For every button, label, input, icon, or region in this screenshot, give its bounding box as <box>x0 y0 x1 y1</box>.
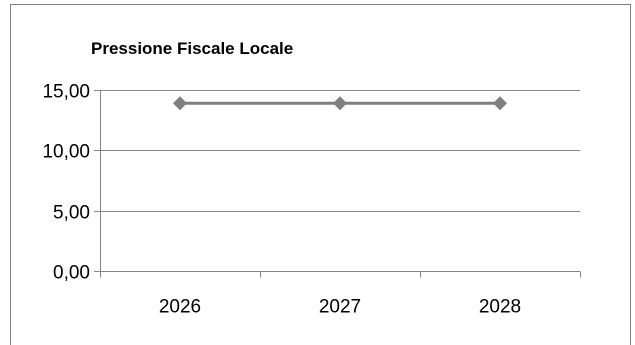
y-tick-label: 10,00 <box>42 142 90 163</box>
x-tick-label: 2026 <box>159 297 201 318</box>
chart-title: Pressione Fiscale Locale <box>91 39 293 58</box>
data-point-marker <box>173 96 187 111</box>
x-tick-labels: 2026 2027 2028 <box>159 297 521 318</box>
y-tick-label: 0,00 <box>53 263 90 284</box>
gridlines <box>100 90 580 212</box>
y-tick-label: 15,00 <box>42 82 90 103</box>
data-point-marker <box>333 96 347 111</box>
y-tick-label: 5,00 <box>53 203 90 224</box>
chart-border <box>10 4 631 345</box>
x-tick-label: 2028 <box>479 297 521 318</box>
y-tick-labels: 0,00 5,00 10,00 15,00 <box>42 82 90 284</box>
data-point-marker <box>493 96 507 111</box>
axes <box>94 90 581 278</box>
x-tick-label: 2027 <box>319 297 361 318</box>
series <box>173 96 507 111</box>
